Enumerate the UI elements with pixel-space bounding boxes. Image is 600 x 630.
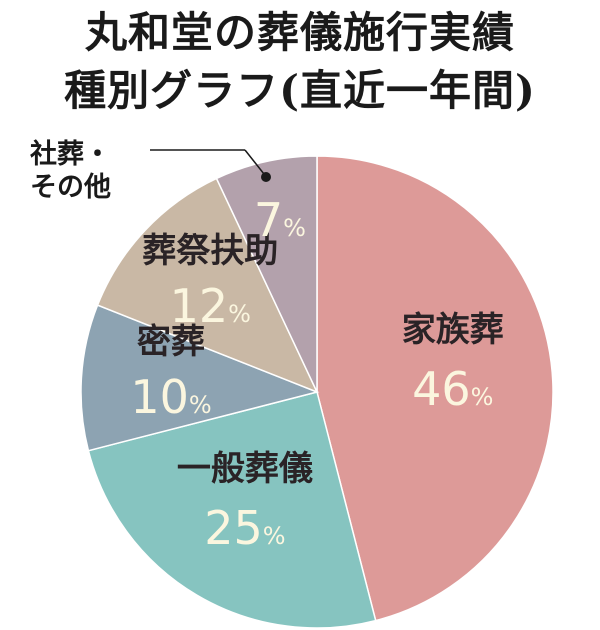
callout-dot: [261, 172, 271, 182]
chart-title: 丸和堂の葬儀施行実績 種別グラフ(直近一年間): [0, 4, 600, 120]
callout-leader-line-diagonal: [244, 149, 265, 175]
pie-slice-4: [96, 177, 319, 394]
slice-label-2: 一般葬儀: [177, 449, 313, 489]
pie-labels: 家族葬 46% 一般葬儀 25% 密葬 10% 葬祭扶助 12%7%: [130, 193, 503, 555]
slice-value-2: 25%: [204, 501, 285, 555]
slice-label-3: 密葬: [137, 322, 205, 362]
chart-title-line2: 種別グラフ(直近一年間): [64, 66, 536, 115]
pie-slice-5: [215, 155, 318, 393]
slice-value-4: 12%: [170, 279, 251, 333]
slice-value-5: 7%: [254, 193, 306, 247]
slice-value-3: 10%: [130, 370, 211, 424]
pie-slices: [80, 155, 554, 629]
chart-title-line1: 丸和堂の葬儀施行実績: [84, 8, 515, 57]
slice-value-1: 46%: [412, 362, 493, 416]
pie-slice-2: [87, 391, 377, 629]
slice-label-4: 葬祭扶助: [142, 231, 278, 271]
pie-slice-1: [316, 155, 554, 622]
callout: 社葬・ その他: [30, 138, 271, 203]
slice-label-1: 家族葬: [402, 310, 504, 350]
callout-label-line2: その他: [30, 172, 111, 203]
pie-slice-3: [80, 304, 320, 452]
callout-label-line1: 社葬・: [30, 138, 111, 170]
